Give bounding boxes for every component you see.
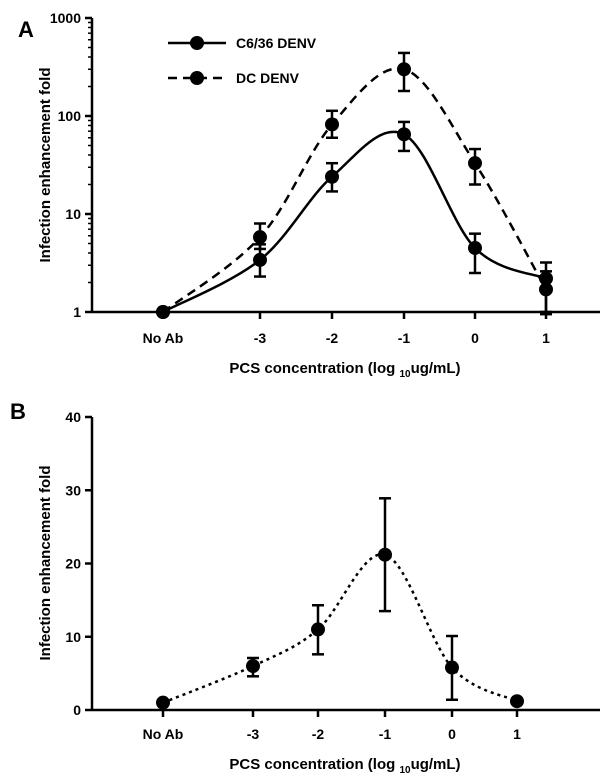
y-tick-label: 10: [65, 206, 81, 222]
legend-label-0: C6/36 DENV: [236, 35, 317, 51]
x-tick-label: -3: [254, 330, 267, 346]
panel-label: B: [10, 399, 26, 424]
legend-marker-1: [190, 71, 204, 85]
x-tick-label: -2: [312, 726, 325, 742]
x-axis-label-main: PCS concentration (log: [229, 756, 399, 773]
y-tick-label: 30: [65, 482, 81, 498]
x-axis-label-subscript: 10: [399, 765, 411, 774]
x-tick-label: 1: [542, 330, 550, 346]
data-point: [311, 622, 325, 637]
y-tick-label: 1000: [50, 10, 81, 26]
y-axis-label: Infection enhancement fold: [37, 465, 54, 660]
x-tick-label: -3: [247, 726, 260, 742]
data-point: [246, 659, 260, 674]
data-point: [445, 660, 459, 675]
data-point: [253, 252, 267, 267]
x-tick-label: -1: [379, 726, 392, 742]
data-point: [156, 305, 170, 319]
x-tick-label: -1: [398, 330, 411, 346]
x-axis-label-subscript: 10: [399, 369, 411, 380]
panel-label: A: [18, 17, 34, 42]
y-tick-label: 100: [58, 108, 82, 124]
y-tick-label: 1: [73, 304, 81, 320]
x-tick-label: -2: [326, 330, 339, 346]
x-tick-label: 0: [448, 726, 456, 742]
y-tick-label: 0: [73, 702, 81, 718]
data-point: [378, 547, 392, 562]
data-point: [397, 127, 411, 142]
y-tick-label: 10: [65, 629, 81, 645]
legend-label-1: DC DENV: [236, 70, 300, 86]
data-point: [325, 169, 339, 184]
panel-b: B 0 10 20 30 40 No Ab -3 -2 -1 0 1 PCS concentration…: [10, 399, 600, 774]
data-point: [325, 117, 339, 132]
data-point: [397, 62, 411, 77]
panel-a: A 1 10 100 1000 No Ab -3 -2 -1 0 1 PCS concentratio…: [18, 10, 600, 380]
x-axis-label: PCS concentration (log 10ug/mL): [229, 360, 460, 380]
x-axis-label-main: PCS concentration (log: [229, 360, 399, 377]
data-point: [156, 695, 170, 710]
x-tick-label: 0: [471, 330, 479, 346]
series-line-0: [162, 130, 547, 314]
data-point: [468, 240, 482, 255]
x-tick-label: 1: [513, 726, 521, 742]
x-tick-label: No Ab: [143, 330, 184, 346]
data-point: [539, 282, 553, 297]
data-point: [253, 230, 267, 245]
legend-marker-0: [190, 36, 204, 50]
series-line-0: [162, 553, 518, 704]
x-axis-label: PCS concentration (log 10ug/mL): [229, 756, 460, 774]
series-line-1: [162, 67, 548, 313]
x-axis-label-rest: ug/mL): [411, 360, 461, 377]
y-axis-label: Infection enhancement fold: [37, 67, 54, 262]
y-tick-label: 40: [65, 409, 81, 425]
data-point: [510, 694, 524, 709]
y-tick-label: 20: [65, 556, 81, 572]
data-point: [468, 156, 482, 171]
x-tick-label: No Ab: [143, 726, 184, 742]
x-axis-label-rest: ug/mL): [411, 756, 461, 773]
